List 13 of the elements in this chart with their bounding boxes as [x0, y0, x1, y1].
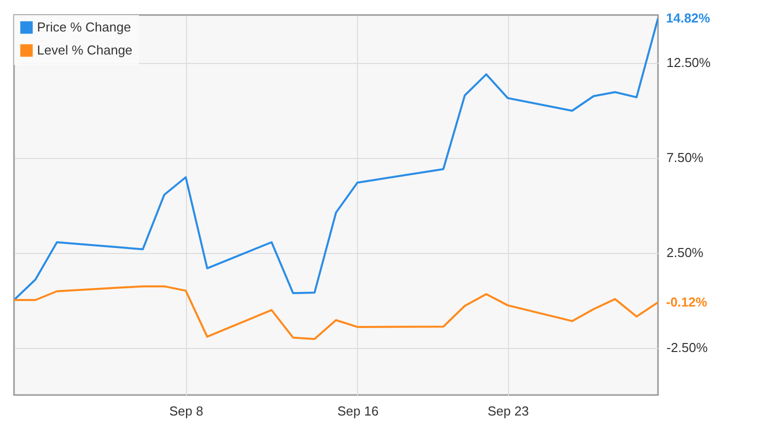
y-tick-label: 12.50%: [666, 55, 712, 70]
data-label: 14.82%: [666, 10, 711, 26]
x-tick-label: Sep 16: [337, 404, 379, 418]
y-tick-label: -2.50%: [666, 340, 708, 355]
legend-label: Price % Change: [37, 20, 131, 34]
y-tick-label: 2.50%: [666, 245, 704, 260]
x-tick-label: Sep 23: [488, 404, 529, 418]
line-series: [14, 17, 658, 301]
line-series: [14, 285, 658, 340]
legend-label: Level % Change: [37, 42, 132, 58]
y-tick-label: 7.50%: [666, 150, 704, 165]
x-tick-label: Sep 8: [169, 404, 204, 418]
data-label: -0.12%: [666, 294, 708, 310]
